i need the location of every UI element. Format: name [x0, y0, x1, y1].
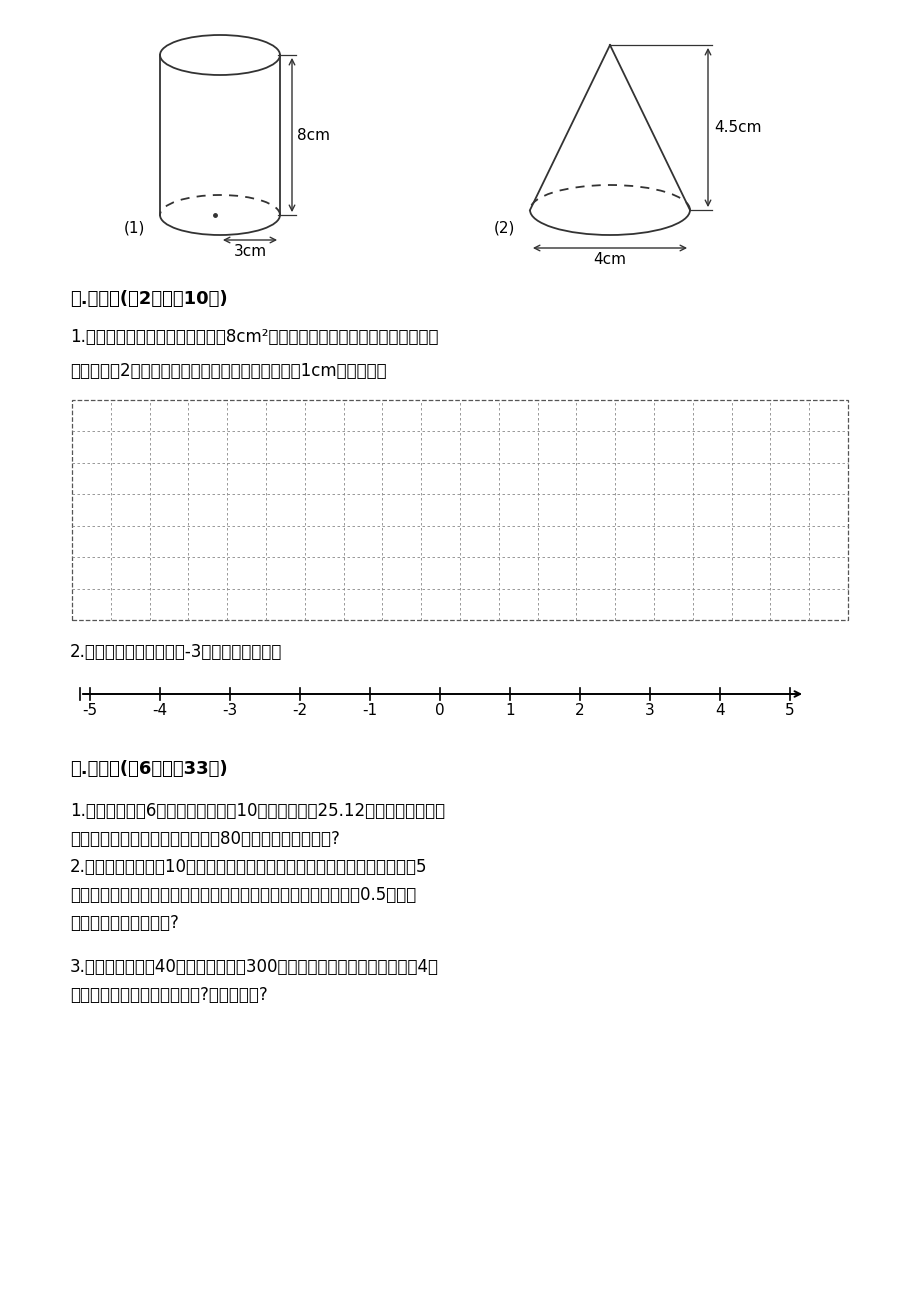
Text: 油漆，如果按每平方米的油漆费为80元计算，需用多少钱?: 油漆，如果按每平方米的油漆费为80元计算，需用多少钱? — [70, 829, 339, 848]
Text: -3: -3 — [222, 703, 237, 717]
Text: -1: -1 — [362, 703, 377, 717]
Text: 厘米的圆锥形铅锤，当铅锤从水中完全取出后，杯里的水面下降了0.5厘米，: 厘米的圆锥形铅锤，当铅锤从水中完全取出后，杯里的水面下降了0.5厘米， — [70, 885, 415, 904]
Text: 4: 4 — [714, 703, 724, 717]
Bar — [72, 400, 847, 620]
Text: 4cm: 4cm — [593, 253, 626, 267]
Text: (1): (1) — [123, 220, 145, 236]
Text: 3: 3 — [644, 703, 654, 717]
Text: -5: -5 — [83, 703, 97, 717]
Text: 这个铅锤的体积是多少?: 这个铅锤的体积是多少? — [70, 914, 178, 932]
Text: (2): (2) — [494, 220, 515, 236]
Text: 3.某俱乐部要购买40套运动服，每套300元，甲商场打七五折，乙商场买4套: 3.某俱乐部要购买40套运动服，每套300元，甲商场打七五折，乙商场买4套 — [70, 958, 438, 976]
Text: 1: 1 — [505, 703, 515, 717]
Text: 2: 2 — [574, 703, 584, 717]
Text: 大到原来的2倍，画出图形。（每个方格代表边长为1cm的正方形）: 大到原来的2倍，画出图形。（每个方格代表边长为1cm的正方形） — [70, 362, 386, 380]
Text: 1.在下面的方格纸中画一个面积是8cm²的长方形，再把这个长方形的各边长扩: 1.在下面的方格纸中画一个面积是8cm²的长方形，再把这个长方形的各边长扩 — [70, 328, 438, 346]
Text: 1.某建筑物内有6根圆柱形大柱，高10米，大柱周长25.12分米，要全部涂上: 1.某建筑物内有6根圆柱形大柱，高10米，大柱周长25.12分米，要全部涂上 — [70, 802, 445, 820]
Text: 赠送一套，去哪个商场买便宜?便宜多少钱?: 赠送一套，去哪个商场买便宜?便宜多少钱? — [70, 986, 267, 1004]
Text: -2: -2 — [292, 703, 307, 717]
Text: 3cm: 3cm — [233, 243, 267, 259]
Text: 8cm: 8cm — [297, 128, 330, 142]
Text: 5: 5 — [784, 703, 794, 717]
Text: 五.作图题(共2题，共10分): 五.作图题(共2题，共10分) — [70, 290, 227, 309]
Text: 0: 0 — [435, 703, 444, 717]
Text: 六.解答题(共6题，共33分): 六.解答题(共6题，共33分) — [70, 760, 227, 779]
Text: -4: -4 — [153, 703, 167, 717]
Text: 2.在下面直线上，画出比-3大的数所在区域。: 2.在下面直线上，画出比-3大的数所在区域。 — [70, 643, 282, 661]
Text: 2.在一个底面半径为10厘米的圆柱形杯里装满水，水里放了一个底面半径为5: 2.在一个底面半径为10厘米的圆柱形杯里装满水，水里放了一个底面半径为5 — [70, 858, 427, 876]
Text: 4.5cm: 4.5cm — [713, 120, 761, 135]
